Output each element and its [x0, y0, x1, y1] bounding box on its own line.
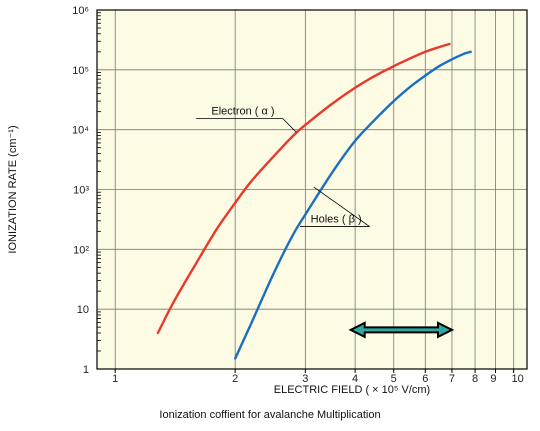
double-headed-arrow — [348, 321, 455, 339]
x-tick-label: 9 — [490, 373, 496, 385]
y-tick-label: 10³ — [73, 185, 89, 197]
annotations: Electron ( α ) Holes ( β ) — [196, 105, 370, 227]
x-tick-label: 7 — [449, 373, 455, 385]
x-tick-label: 8 — [472, 373, 478, 385]
holes-label: Holes ( β ) — [311, 214, 362, 226]
x-axis-ticks: 1 2 3 4 5 6 7 8 9 10 — [112, 369, 524, 385]
series-lines — [156, 42, 472, 360]
y-tick-label: 10⁵ — [72, 65, 89, 77]
x-tick-label: 2 — [232, 373, 238, 385]
figure-caption: Ionization coffient for avalanche Multip… — [159, 409, 381, 421]
x-tick-label: 4 — [352, 373, 358, 385]
y-tick-label: 10 — [77, 304, 89, 316]
x-axis-title: ELECTRIC FIELD ( × 10⁵ V/cm) — [274, 384, 430, 396]
x-tick-label: 10 — [512, 373, 524, 385]
y-axis-title: IONIZATION RATE (cm⁻¹) — [7, 125, 19, 253]
label-leader-line — [313, 186, 370, 227]
range-arrow — [348, 321, 455, 339]
x-tick-label: 5 — [391, 373, 397, 385]
y-tick-label: 10² — [73, 244, 89, 256]
y-tick-label: 1 — [83, 364, 89, 376]
y-tick-label: 10⁴ — [72, 125, 89, 137]
y-tick-label: 10⁶ — [72, 5, 89, 17]
electron-curve — [156, 42, 451, 335]
electron-label: Electron ( α ) — [211, 105, 274, 117]
holes-curve — [234, 50, 472, 360]
x-tick-label: 1 — [112, 373, 118, 385]
label-leader-line — [282, 118, 297, 133]
y-axis-ticks: 1 10 10² 10³ 10⁴ 10⁵ 10⁶ — [72, 5, 101, 376]
plot-frame — [96, 9, 528, 370]
x-tick-label: 3 — [302, 373, 308, 385]
x-tick-label: 6 — [422, 373, 428, 385]
